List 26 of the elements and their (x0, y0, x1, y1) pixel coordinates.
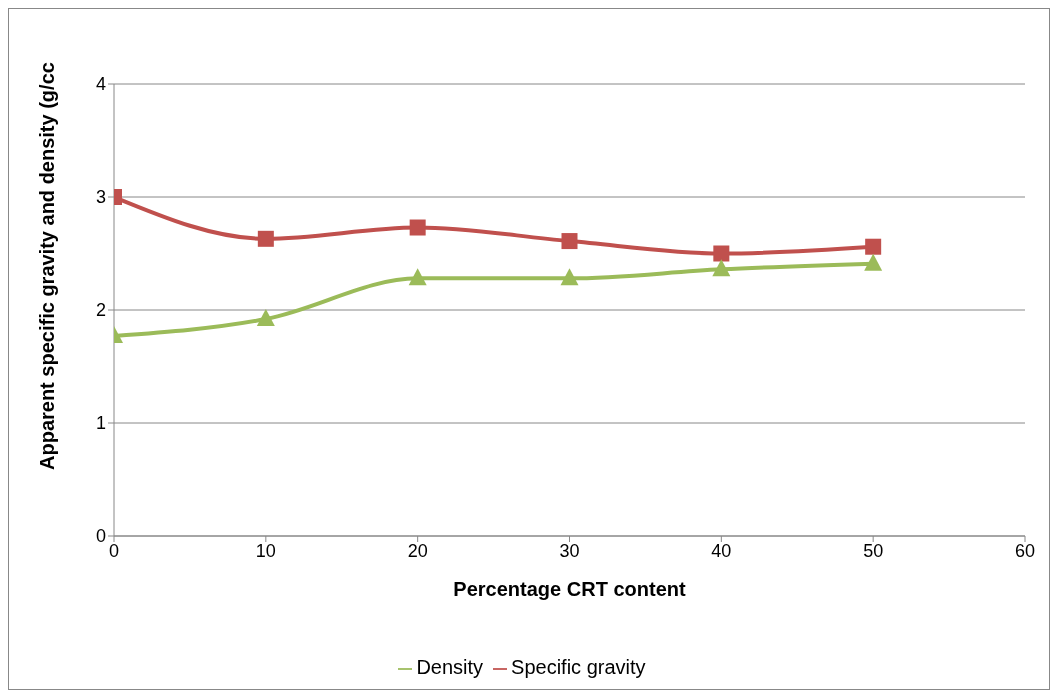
point (712, 259, 731, 277)
x-tick-label: 60 (1014, 540, 1036, 561)
point (409, 219, 426, 236)
x-tick-label: 30 (559, 540, 580, 561)
point (865, 238, 882, 255)
y-tick-label: 3 (95, 187, 106, 208)
y-axis-title: Apparent specific gravity and density (g/cc (36, 62, 59, 470)
point (256, 309, 275, 327)
x-tick-label: 50 (863, 540, 884, 561)
point (560, 268, 579, 286)
point (408, 268, 427, 286)
y-tick-label: 2 (95, 300, 106, 321)
legend-label: Specific gravity (511, 656, 646, 678)
point (257, 230, 274, 247)
point (864, 253, 883, 271)
y-tick-label: 0 (95, 526, 106, 547)
y-tick-label: 4 (95, 74, 106, 95)
x-tick-label: 20 (407, 540, 428, 561)
point (561, 233, 578, 250)
x-axis-title: Percentage CRT content (453, 578, 686, 600)
y-tick-label: 1 (95, 413, 106, 434)
x-tick-label: 10 (255, 540, 276, 561)
legend-label: Density (416, 656, 484, 678)
x-tick-label: 0 (108, 540, 120, 561)
point (713, 245, 730, 262)
x-tick-label: 40 (711, 540, 732, 561)
